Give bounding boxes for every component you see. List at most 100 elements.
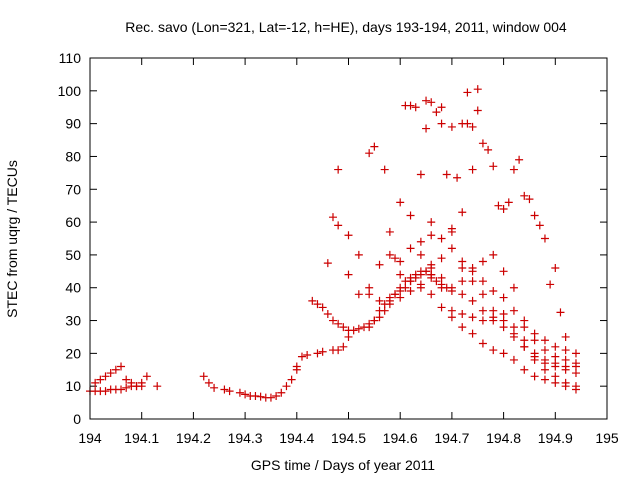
x-tick-label: 195 xyxy=(595,430,619,446)
data-point xyxy=(556,308,565,317)
data-point xyxy=(499,309,508,318)
data-point xyxy=(551,342,560,351)
data-point xyxy=(540,346,549,355)
x-axis-label: GPS time / Days of year 2011 xyxy=(251,457,435,473)
y-tick-label: 40 xyxy=(65,280,81,296)
data-point xyxy=(287,375,296,384)
data-point xyxy=(458,208,467,217)
data-point xyxy=(473,85,482,94)
data-point xyxy=(334,319,343,328)
data-point xyxy=(292,362,301,371)
data-point xyxy=(478,290,487,299)
data-point xyxy=(499,293,508,302)
series-peak-b xyxy=(422,88,570,341)
data-point xyxy=(339,323,348,332)
data-point xyxy=(509,355,518,364)
data-point xyxy=(468,277,477,286)
data-point xyxy=(447,306,456,315)
data-point xyxy=(489,346,498,355)
data-point xyxy=(515,155,524,164)
data-point xyxy=(406,277,415,286)
data-point xyxy=(489,313,498,322)
data-point xyxy=(416,250,425,259)
data-point xyxy=(391,290,400,299)
data-point xyxy=(458,277,467,286)
data-point xyxy=(509,332,518,341)
data-point xyxy=(101,387,110,396)
data-point xyxy=(318,347,327,356)
data-point xyxy=(365,149,374,158)
data-point xyxy=(142,372,151,381)
data-point xyxy=(509,306,518,315)
y-tick-label: 100 xyxy=(58,83,82,99)
data-point xyxy=(225,387,234,396)
data-point xyxy=(499,349,508,358)
data-point xyxy=(468,122,477,131)
data-point xyxy=(297,352,306,361)
data-point xyxy=(132,382,141,391)
chart-title: Rec. savo (Lon=321, Lat=-12, h=HE), days… xyxy=(125,19,567,35)
data-point xyxy=(478,277,487,286)
data-point xyxy=(437,119,446,128)
data-point xyxy=(137,378,146,387)
data-point xyxy=(334,346,343,355)
data-point xyxy=(458,290,467,299)
y-tick-label: 20 xyxy=(65,345,81,361)
y-tick-label: 60 xyxy=(65,214,81,230)
data-point xyxy=(396,198,405,207)
data-point xyxy=(277,388,286,397)
data-point xyxy=(520,316,529,325)
data-point xyxy=(396,293,405,302)
data-point xyxy=(478,139,487,148)
data-point xyxy=(396,257,405,266)
y-tick-label: 0 xyxy=(73,411,81,427)
data-point xyxy=(458,323,467,332)
data-point xyxy=(344,270,353,279)
data-point xyxy=(530,372,539,381)
x-tick-label: 194.8 xyxy=(486,430,521,446)
data-point xyxy=(344,326,353,335)
data-point xyxy=(561,332,570,341)
plot-frame xyxy=(89,57,608,420)
data-point xyxy=(385,300,394,309)
data-point xyxy=(447,227,456,236)
data-point xyxy=(375,306,384,315)
series-trough xyxy=(199,352,306,402)
y-tick-label: 50 xyxy=(65,247,81,263)
data-point xyxy=(484,145,493,154)
data-point xyxy=(540,355,549,364)
data-point xyxy=(354,290,363,299)
y-tick-label: 80 xyxy=(65,148,81,164)
series-early xyxy=(86,362,162,396)
data-point xyxy=(437,280,446,289)
data-point xyxy=(463,88,472,97)
data-point xyxy=(509,283,518,292)
data-point xyxy=(427,290,436,299)
data-point xyxy=(318,303,327,312)
series-fall-c xyxy=(427,250,580,358)
data-point xyxy=(153,382,162,391)
data-point xyxy=(204,378,213,387)
data-point xyxy=(571,385,580,394)
x-tick-label: 194.4 xyxy=(279,430,314,446)
series-fall-b xyxy=(396,270,580,394)
series-fall-d xyxy=(447,306,580,371)
data-point xyxy=(385,250,394,259)
data-point xyxy=(422,267,431,276)
data-point xyxy=(427,273,436,282)
data-point xyxy=(334,165,343,174)
y-tick-label: 90 xyxy=(65,116,81,132)
data-point xyxy=(530,211,539,220)
data-point xyxy=(520,191,529,200)
data-point xyxy=(354,250,363,259)
data-point xyxy=(437,103,446,112)
data-point xyxy=(504,198,513,207)
data-point xyxy=(411,273,420,282)
x-tick-label: 194.1 xyxy=(124,430,159,446)
data-point xyxy=(478,306,487,315)
data-point xyxy=(313,349,322,358)
data-point xyxy=(391,254,400,263)
data-point xyxy=(468,313,477,322)
data-point xyxy=(385,227,394,236)
